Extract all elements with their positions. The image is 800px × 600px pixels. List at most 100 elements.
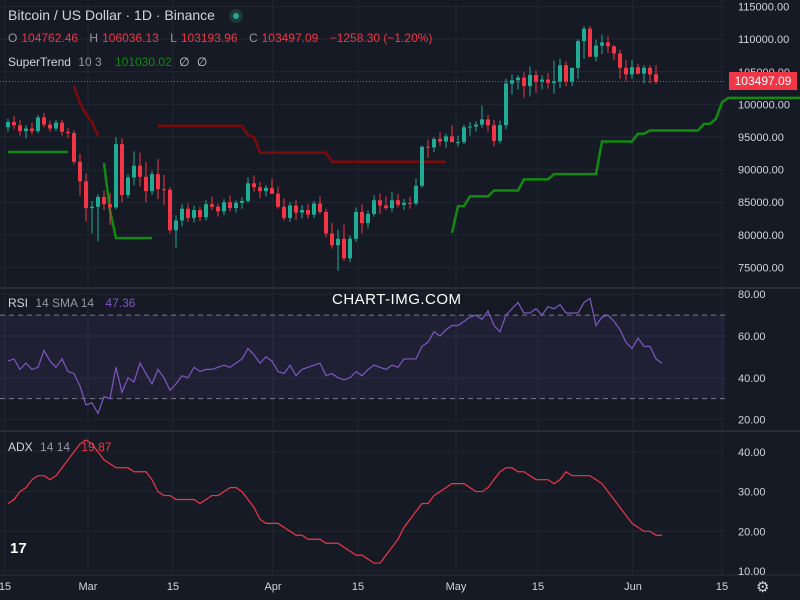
time-tick-label: 15 bbox=[0, 581, 11, 593]
high-label: H bbox=[89, 31, 99, 45]
candle-body bbox=[366, 213, 370, 224]
low-value: 103193.96 bbox=[180, 31, 238, 45]
price-tick-label: 95000.00 bbox=[738, 132, 784, 144]
grid-lines bbox=[0, 0, 725, 575]
candle-body bbox=[546, 79, 550, 83]
price-tick-label: 80000.00 bbox=[738, 230, 784, 242]
rsi-pane bbox=[0, 297, 725, 415]
adx-tick-label: 30.00 bbox=[738, 487, 766, 499]
watermark: CHART-IMG.COM bbox=[332, 291, 462, 308]
supertrend-lines bbox=[8, 85, 800, 240]
candle-body bbox=[114, 144, 118, 208]
candle-body bbox=[174, 220, 178, 231]
candle-body bbox=[390, 200, 394, 209]
supertrend-down-line bbox=[72, 85, 100, 137]
candle-body bbox=[270, 187, 274, 194]
candle-body bbox=[96, 196, 100, 207]
ohlc-legend: O 104762.46 H 106036.13 L 103193.96 C 103497… bbox=[8, 31, 436, 45]
candle-body bbox=[474, 124, 478, 127]
rsi-tick-label: 80.00 bbox=[738, 289, 766, 301]
price-tick-label: 90000.00 bbox=[738, 165, 784, 177]
settings-gear-icon[interactable]: ⚙ bbox=[756, 579, 770, 596]
candle-body bbox=[312, 203, 316, 215]
candle-body bbox=[630, 67, 634, 75]
tradingview-logo-icon[interactable]: 17 bbox=[10, 540, 27, 557]
candle-body bbox=[396, 200, 400, 205]
candle-body bbox=[198, 210, 202, 218]
time-axis[interactable]: 15 Mar 15 Apr 15 May 15 Jun 15 bbox=[0, 581, 728, 593]
candle-body bbox=[324, 211, 328, 234]
candle-body bbox=[378, 200, 382, 206]
candle-body bbox=[234, 202, 238, 209]
supertrend-up-line bbox=[102, 162, 152, 240]
candle-body bbox=[558, 65, 562, 82]
pane-separators bbox=[0, 81, 800, 576]
candle-body bbox=[210, 204, 214, 207]
adx-value: 19.87 bbox=[81, 440, 112, 454]
adx-tick-label: 20.00 bbox=[738, 526, 766, 538]
candle-body bbox=[264, 187, 268, 192]
time-tick-label: 15 bbox=[352, 581, 364, 593]
candle-body bbox=[468, 126, 472, 128]
candle-body bbox=[570, 67, 574, 82]
candle-body bbox=[156, 174, 160, 190]
time-tick-label: Jun bbox=[624, 581, 642, 593]
candle-body bbox=[432, 138, 436, 148]
candle-body bbox=[612, 46, 616, 54]
price-tick-label: 115000.00 bbox=[738, 2, 789, 14]
candle-body bbox=[132, 165, 136, 178]
supertrend-legend[interactable]: SuperTrend 10 3 101030.02 ∅ ∅ bbox=[8, 55, 211, 69]
candle-body bbox=[60, 122, 64, 132]
candle-body bbox=[588, 28, 592, 57]
time-tick-label: 15 bbox=[532, 581, 544, 593]
close-value: 103497.09 bbox=[261, 31, 319, 45]
candle-body bbox=[450, 136, 454, 143]
candle-body bbox=[168, 189, 172, 231]
adx-legend[interactable]: ADX 14 14 19.87 bbox=[8, 440, 115, 454]
candle-body bbox=[204, 204, 208, 218]
candle-body bbox=[12, 121, 16, 126]
candle-body bbox=[564, 65, 568, 82]
candle-body bbox=[336, 238, 340, 246]
candle-body bbox=[294, 205, 298, 213]
open-label: O bbox=[8, 31, 18, 45]
rsi-legend[interactable]: RSI 14 SMA 14 47.36 bbox=[8, 296, 139, 310]
rsi-tick-label: 40.00 bbox=[738, 373, 766, 385]
low-label: L bbox=[170, 31, 177, 45]
candle-body bbox=[600, 42, 604, 46]
candle-body bbox=[30, 128, 34, 132]
adx-pane bbox=[7, 439, 662, 564]
candle-body bbox=[48, 124, 52, 129]
candle-body bbox=[276, 193, 280, 207]
candle-body bbox=[372, 200, 376, 214]
candle-body bbox=[162, 189, 166, 191]
rsi-value: 47.36 bbox=[105, 296, 136, 310]
time-tick-label: 15 bbox=[167, 581, 179, 593]
candle-body bbox=[534, 75, 538, 82]
rsi-params: 14 SMA 14 bbox=[35, 296, 95, 310]
price-tick-label: 110000.00 bbox=[738, 34, 789, 46]
candle-body bbox=[78, 161, 82, 182]
time-tick-label: May bbox=[446, 581, 467, 593]
candle-body bbox=[384, 205, 388, 209]
candle-body bbox=[252, 183, 256, 188]
last-price-tag: 103497.09 bbox=[729, 72, 797, 90]
candle-body bbox=[348, 238, 352, 259]
price-axis[interactable]: 75000.00 80000.00 85000.00 90000.00 95000.00… bbox=[738, 2, 790, 579]
candle-body bbox=[102, 196, 106, 205]
supertrend-value: 101030.02 bbox=[114, 55, 172, 69]
symbol-title[interactable]: Bitcoin / US Dollar · 1D · Binance bbox=[8, 7, 215, 23]
candle-body bbox=[360, 211, 364, 224]
candle-body bbox=[444, 136, 448, 142]
candle-body bbox=[342, 238, 346, 259]
supertrend-na-1: ∅ bbox=[179, 55, 190, 69]
candle-body bbox=[120, 144, 124, 196]
rsi-label: RSI bbox=[8, 296, 29, 310]
candle-body bbox=[498, 125, 502, 141]
candle-body bbox=[216, 206, 220, 212]
supertrend-label: SuperTrend bbox=[8, 55, 71, 69]
rsi-line bbox=[7, 297, 663, 415]
candle-body bbox=[426, 146, 430, 148]
candle-body bbox=[192, 210, 196, 218]
